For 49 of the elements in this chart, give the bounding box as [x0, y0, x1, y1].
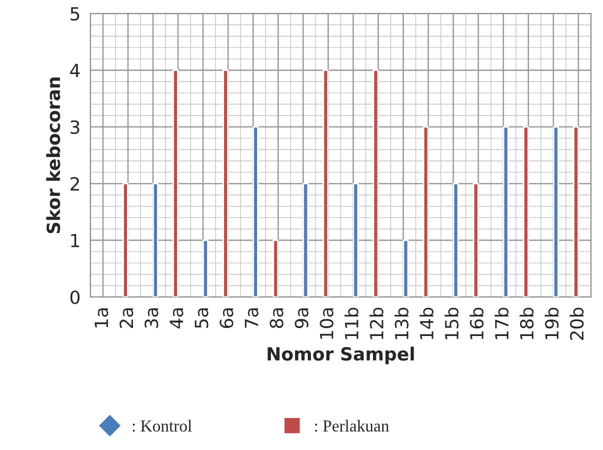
bar — [222, 70, 229, 297]
x-tick-label: 14b — [420, 308, 434, 340]
x-tick-label: 15b — [444, 308, 459, 340]
x-tick-label: 9a — [294, 308, 308, 328]
bar — [372, 70, 379, 297]
bar — [302, 182, 309, 297]
bar — [452, 182, 459, 297]
bar — [152, 182, 158, 297]
bar — [573, 126, 579, 297]
bar — [272, 240, 279, 297]
x-tick-label: 10a — [320, 308, 334, 339]
x-tick-label: 5a — [194, 308, 208, 328]
y-tick-label: 0 — [70, 290, 80, 304]
x-tick-label: 7a — [244, 308, 258, 328]
bar — [522, 126, 529, 297]
bar — [502, 126, 509, 297]
bar — [172, 70, 179, 297]
y-tick-label: 5 — [70, 7, 80, 21]
bar — [422, 126, 429, 297]
bar — [322, 70, 329, 297]
bar — [252, 126, 259, 297]
y-tick-label: 4 — [70, 64, 80, 78]
x-tick-label: 4a — [170, 308, 184, 328]
legend-label: : Perlakuan — [315, 420, 389, 432]
x-tick-label: 12b — [369, 308, 384, 340]
y-tick-label: 3 — [70, 120, 80, 134]
bar — [122, 182, 128, 297]
x-tick-label: 6a — [220, 308, 234, 328]
y-axis-title: Skor kebocoran — [46, 78, 60, 234]
bar — [552, 126, 559, 297]
bar — [402, 240, 409, 297]
x-tick-label: 11b — [344, 308, 358, 340]
y-tick-label: 2 — [70, 177, 79, 190]
bar — [202, 240, 208, 297]
x-tick-label: 8a — [270, 308, 284, 328]
x-tick-label: 19b — [544, 308, 559, 340]
y-tick-label: 1 — [71, 234, 80, 248]
x-tick-label: 17b — [494, 308, 509, 340]
legend-label: : Kontrol — [132, 420, 192, 432]
x-tick-label: 1a — [94, 308, 108, 328]
bar — [352, 182, 359, 297]
x-tick-label: 16b — [470, 308, 484, 340]
x-tick-label: 20b — [570, 308, 584, 340]
x-tick-label: 13b — [394, 308, 408, 340]
x-tick-label: 2a — [120, 308, 134, 328]
x-tick-label: 3a — [144, 308, 158, 328]
bar — [472, 182, 479, 297]
x-axis-title: Nomor Sampel — [268, 346, 414, 364]
x-tick-label: 18b — [520, 308, 534, 340]
